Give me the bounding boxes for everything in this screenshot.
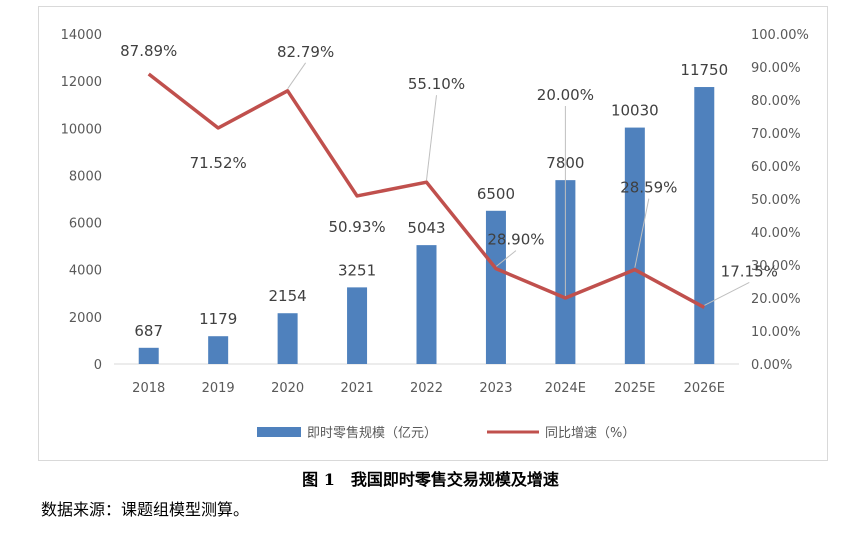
- right-tick-label: 40.00%: [751, 226, 801, 241]
- x-tick-label: 2026E: [684, 381, 725, 396]
- right-axis-ticks: 0.00% 10.00% 20.00% 30.00% 40.00% 50.00% 60.00…: [751, 28, 809, 373]
- chart-frame: 0 2000 4000 6000 8000 10000 12000 14000 0.00% 10…: [38, 6, 828, 461]
- bar: [277, 313, 298, 364]
- right-tick-label: 50.00%: [751, 193, 801, 208]
- x-tick-label: 2021: [341, 381, 374, 396]
- bar-data-label: 7800: [546, 154, 584, 172]
- x-tick-label: 2022: [410, 381, 443, 396]
- line-series: [147, 72, 706, 309]
- leader-line: [287, 62, 307, 90]
- right-tick-label: 10.00%: [751, 325, 801, 340]
- x-tick-label: 2023: [479, 381, 512, 396]
- x-tick-label: 2024E: [545, 381, 586, 396]
- left-tick-label: 0: [94, 358, 102, 373]
- bar-data-label: 6500: [477, 185, 515, 203]
- x-tick-label: 2025E: [614, 381, 655, 396]
- source-note: 数据来源：课题组模型测算。: [41, 500, 250, 519]
- line-data-label: 55.10%: [408, 75, 465, 93]
- bar-data-label: 3251: [338, 261, 376, 279]
- legend-line-label: 同比增速（%）: [545, 426, 635, 441]
- left-tick-label: 14000: [61, 28, 102, 43]
- x-tick-label: 2020: [271, 381, 304, 396]
- leader-line: [704, 281, 750, 306]
- right-tick-label: 100.00%: [751, 28, 809, 43]
- bar-data-label: 5043: [407, 219, 445, 237]
- line-data-label: 71.52%: [190, 154, 247, 172]
- line-data-label: 82.79%: [277, 43, 334, 61]
- right-tick-label: 90.00%: [751, 61, 801, 76]
- bar: [347, 287, 368, 364]
- leader-lines: [287, 62, 750, 306]
- bar: [485, 210, 506, 364]
- left-tick-label: 12000: [61, 75, 102, 90]
- x-tick-label: 2018: [132, 381, 165, 396]
- bar-data-label: 10030: [611, 102, 659, 120]
- left-axis-ticks: 0 2000 4000 6000 8000 10000 12000 14000: [61, 28, 102, 373]
- left-tick-label: 4000: [69, 264, 102, 279]
- bar-data-labels: 687 1179 2154 3251 5043 6500 7800 10030 11750: [134, 61, 728, 340]
- line-data-label: 50.93%: [328, 218, 385, 236]
- x-tick-label: 2019: [202, 381, 235, 396]
- left-tick-label: 6000: [69, 217, 102, 232]
- line-data-label: 20.00%: [537, 86, 594, 104]
- line-data-label: 17.15%: [721, 262, 778, 280]
- bar-data-label: 2154: [269, 287, 307, 305]
- left-tick-label: 8000: [69, 169, 102, 184]
- bar-data-label: 1179: [199, 310, 237, 328]
- right-tick-label: 70.00%: [751, 127, 801, 142]
- bar: [138, 347, 159, 364]
- line-data-label: 28.90%: [487, 231, 544, 249]
- bar: [694, 87, 715, 365]
- leader-line: [634, 198, 650, 268]
- figure-caption: 图 1 我国即时零售交易规模及增速: [302, 470, 559, 489]
- line-data-labels: 87.89% 71.52% 82.79% 50.93% 55.10% 28.90% 20.0…: [120, 42, 778, 280]
- bar-data-label: 11750: [680, 61, 728, 79]
- left-tick-label: 2000: [69, 311, 102, 326]
- right-tick-label: 30.00%: [751, 259, 801, 274]
- legend-bar-label: 即时零售规模（亿元）: [307, 425, 437, 441]
- combo-chart: 0 2000 4000 6000 8000 10000 12000 14000 0.00% 10…: [61, 28, 809, 441]
- bar-data-label: 687: [134, 322, 163, 340]
- bar: [208, 336, 229, 364]
- bar: [624, 127, 645, 364]
- legend-bar-swatch: [257, 427, 301, 437]
- right-tick-label: 0.00%: [751, 358, 792, 373]
- bar: [416, 245, 437, 364]
- right-tick-label: 60.00%: [751, 160, 801, 175]
- leader-line: [426, 95, 437, 181]
- right-tick-label: 80.00%: [751, 94, 801, 109]
- growth-line: [147, 72, 706, 309]
- line-data-label: 87.89%: [120, 42, 177, 60]
- right-tick-label: 20.00%: [751, 292, 801, 307]
- left-tick-label: 10000: [61, 122, 102, 137]
- leader-line: [495, 250, 517, 268]
- line-data-label: 28.59%: [620, 179, 677, 197]
- legend: 即时零售规模（亿元） 同比增速（%）: [257, 425, 635, 441]
- x-axis: 2018 2019 2020 2021 2022 2023 2024E 2025E 2026E: [114, 363, 739, 396]
